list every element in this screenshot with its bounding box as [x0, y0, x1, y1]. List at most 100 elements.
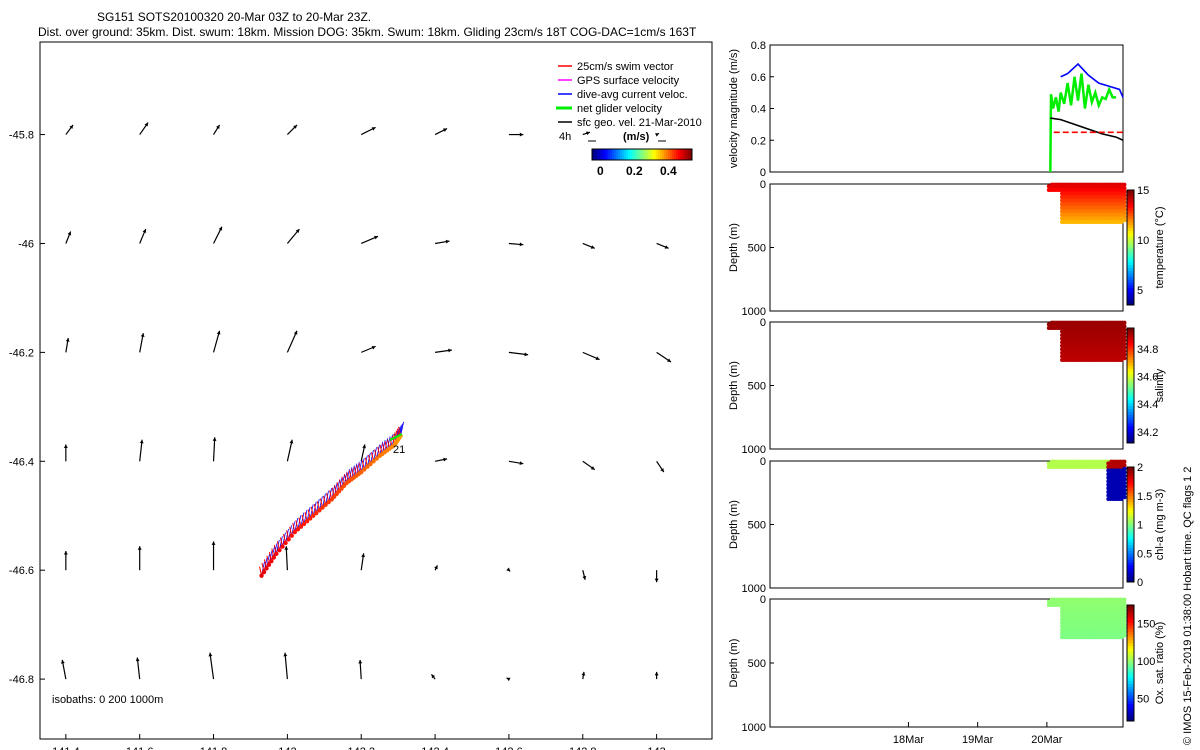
profile-point [1119, 219, 1124, 224]
profile-point [1119, 603, 1124, 608]
colorbar-segment [1127, 218, 1134, 223]
colorbar-segment [1127, 359, 1134, 363]
geo-vector [361, 345, 376, 353]
colorbar-segment [1127, 504, 1134, 508]
colorbar-segment [1127, 195, 1134, 200]
colorbar-segment [1127, 469, 1134, 474]
profile-point [1122, 341, 1127, 346]
depth-ytick-label: 1000 [742, 444, 766, 456]
colorbar-segment [1127, 628, 1134, 632]
track-point [286, 537, 291, 542]
geo-vector [434, 128, 448, 136]
colorbar-segment [1127, 550, 1134, 554]
map-y-tick-label: -46.4 [9, 456, 34, 468]
profile-point [1122, 491, 1127, 496]
geo-vector [286, 439, 294, 462]
colorbar-segment [1127, 639, 1134, 644]
colorbar-tick-label: 1.5 [1137, 491, 1152, 503]
colorbar-segment [1127, 692, 1134, 696]
colorbar-segment [1127, 472, 1134, 477]
colorbar-segment [1127, 440, 1134, 444]
dac-vector [309, 504, 314, 519]
geo-vector [358, 659, 363, 680]
geo-vector [582, 460, 596, 471]
colorbar-segment [1127, 333, 1134, 338]
geo-vector [139, 228, 147, 244]
colorbar-segment [1127, 484, 1134, 488]
colorbar-segment [1127, 619, 1134, 623]
colorbar-tick-label: 100 [1137, 656, 1155, 668]
track-point [362, 467, 367, 472]
colorbar-segment [1127, 207, 1134, 211]
colorbar-segment [1127, 276, 1134, 280]
colorbar-segment [1127, 521, 1134, 525]
legend-4h: 4h [559, 131, 571, 143]
profile-point [1119, 610, 1124, 615]
colorbar-segment [594, 149, 597, 160]
colorbar-segment [1127, 564, 1134, 569]
colorbar-segment [1127, 402, 1134, 407]
profile-point [1119, 472, 1124, 477]
colorbar-segment [634, 149, 637, 160]
dac-vector [303, 509, 308, 524]
dac-vector [312, 501, 317, 516]
track-point [274, 551, 279, 557]
profile-point [1119, 209, 1124, 214]
map-y-tick-label: -45.8 [9, 130, 34, 142]
profile-point [1119, 468, 1124, 473]
map-x-tick-label: 142.6 [495, 746, 523, 750]
dac-vector [278, 536, 283, 551]
profile-point [1122, 349, 1127, 354]
colorbar-segment [1127, 515, 1134, 520]
colorbar-segment [1127, 648, 1134, 652]
colorbar-segment [1127, 204, 1134, 208]
profile-point [1119, 202, 1124, 207]
colorbar-segment [1127, 498, 1134, 502]
colorbar-segment [1127, 576, 1134, 580]
geo-vector [434, 457, 448, 462]
map-y-tick-label: -46.8 [9, 674, 34, 686]
colorbar-segment [1127, 613, 1134, 618]
profile-point [1119, 617, 1124, 622]
colorbar-segment [678, 149, 681, 160]
colorbar-segment [1127, 487, 1134, 491]
colorbar-segment [614, 149, 617, 160]
panel-colorbar: 5 10 15 temperature (°C) [1126, 185, 1166, 306]
time-tick-label: 18Mar [893, 734, 925, 746]
colorbar-segment [1127, 244, 1134, 248]
track-point [365, 464, 370, 469]
track-point [314, 510, 319, 516]
profile-point [1122, 608, 1127, 613]
colorbar-segment [1127, 607, 1134, 612]
colorbar-segment [1127, 261, 1134, 266]
colorbar-segment [1127, 345, 1134, 349]
profile-point [1122, 604, 1127, 609]
colorbar-segment [668, 149, 671, 160]
colorbar-segment [1127, 561, 1134, 566]
colorbar-frame [1126, 466, 1135, 583]
colorbar-segment [608, 149, 611, 160]
colorbar-segment [626, 149, 629, 160]
map-colorbar-tick-2: 0.4 [660, 164, 677, 178]
depth-ytick-label: 1000 [742, 722, 766, 734]
colorbar-segment [618, 149, 621, 160]
profile-point [1119, 496, 1124, 501]
geo-vector [208, 652, 215, 680]
profile-point [1119, 354, 1124, 359]
colorbar-tick-label: 5 [1137, 285, 1143, 297]
geo-vector [360, 235, 379, 245]
isobaths-label: isobaths: 0 200 1000m [52, 694, 163, 706]
geo-vector [581, 671, 586, 680]
depth-ytick-label: 500 [748, 381, 766, 393]
vel-ytick-label: 0.6 [751, 72, 766, 84]
profile-point [1122, 327, 1127, 332]
colorbar-segment [1127, 279, 1134, 283]
map-y-tick-label: -46.2 [9, 347, 34, 359]
colorbar-segment [1127, 671, 1134, 676]
colorbar-segment [646, 149, 649, 160]
colorbar-segment [1127, 700, 1134, 705]
map-x-tick-label: 143 [647, 746, 665, 750]
dac-vector [315, 498, 320, 514]
colorbar-segment [1127, 579, 1134, 583]
dac-vector [300, 512, 305, 527]
